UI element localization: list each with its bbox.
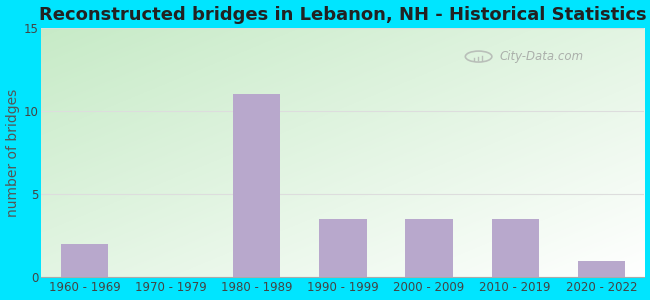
Bar	[233, 94, 280, 277]
Bar	[60, 244, 108, 277]
Bar	[319, 219, 367, 277]
Bar	[491, 219, 539, 277]
Bar	[578, 261, 625, 277]
Text: City-Data.com: City-Data.com	[500, 50, 584, 63]
Y-axis label: number of bridges: number of bridges	[6, 88, 20, 217]
Bar	[406, 219, 453, 277]
Title: Reconstructed bridges in Lebanon, NH - Historical Statistics: Reconstructed bridges in Lebanon, NH - H…	[39, 6, 647, 24]
